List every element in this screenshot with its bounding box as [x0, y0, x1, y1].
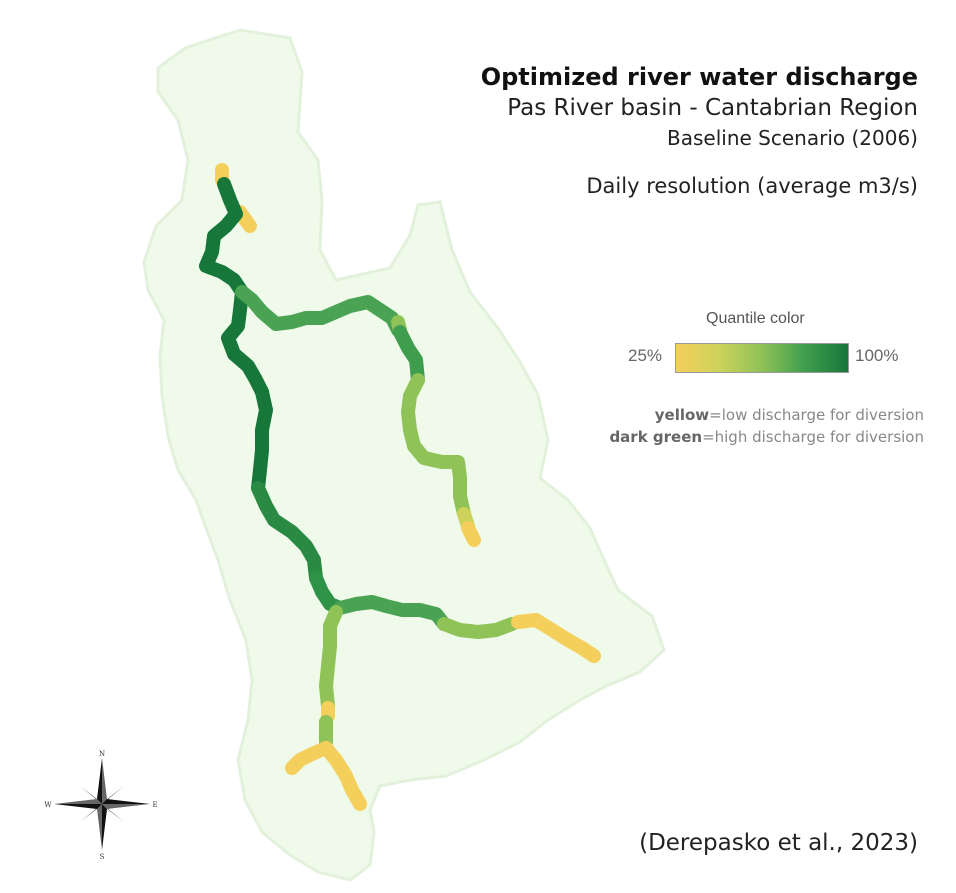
compass-s: S	[100, 853, 105, 860]
river-segment	[319, 605, 343, 713]
compass-w: W	[44, 801, 52, 809]
river-segment	[319, 741, 367, 811]
compass-n: N	[99, 750, 105, 758]
note-yellow: yellow=low discharge for diversion	[609, 404, 924, 426]
note-yellow-text: =low discharge for diversion	[709, 406, 924, 424]
note-yellow-word: yellow	[654, 406, 710, 424]
legend-min-label: 25%	[628, 346, 663, 365]
title-block: Optimized river water discharge Pas Rive…	[481, 62, 918, 198]
compass-main-points	[54, 758, 150, 850]
river-segment	[511, 613, 601, 663]
note-green-word: dark green	[609, 428, 703, 446]
citation: (Derepasko et al., 2023)	[639, 830, 918, 856]
legend-gradient-bar	[675, 343, 849, 373]
map-subtitle: Pas River basin - Cantabrian Region	[507, 95, 918, 121]
river-segment	[251, 481, 323, 585]
basin-area	[142, 28, 666, 882]
river-segment	[251, 385, 273, 495]
map-title: Optimized river water discharge	[480, 63, 918, 91]
river-segment	[393, 325, 425, 387]
note-green: dark green=high discharge for diversion	[609, 426, 924, 448]
river-segment	[285, 741, 333, 775]
compass-e: E	[152, 801, 157, 809]
legend-title: Quantile color	[706, 310, 805, 327]
compass-rose-icon: N S W E	[44, 750, 157, 860]
river-segment	[437, 617, 519, 639]
note-green-text: =high discharge for diversion	[702, 428, 924, 446]
river-segment	[401, 373, 471, 521]
river-segment	[333, 595, 451, 631]
resolution-label: Daily resolution (average m3/s)	[586, 174, 918, 198]
river-segment	[461, 521, 481, 547]
river-segment	[235, 285, 405, 337]
scenario-label: Baseline Scenario (2006)	[667, 126, 918, 150]
river-segment	[199, 177, 269, 399]
legend-notes: yellow=low discharge for diversion dark …	[609, 404, 924, 448]
legend-max-label: 100%	[855, 346, 899, 365]
